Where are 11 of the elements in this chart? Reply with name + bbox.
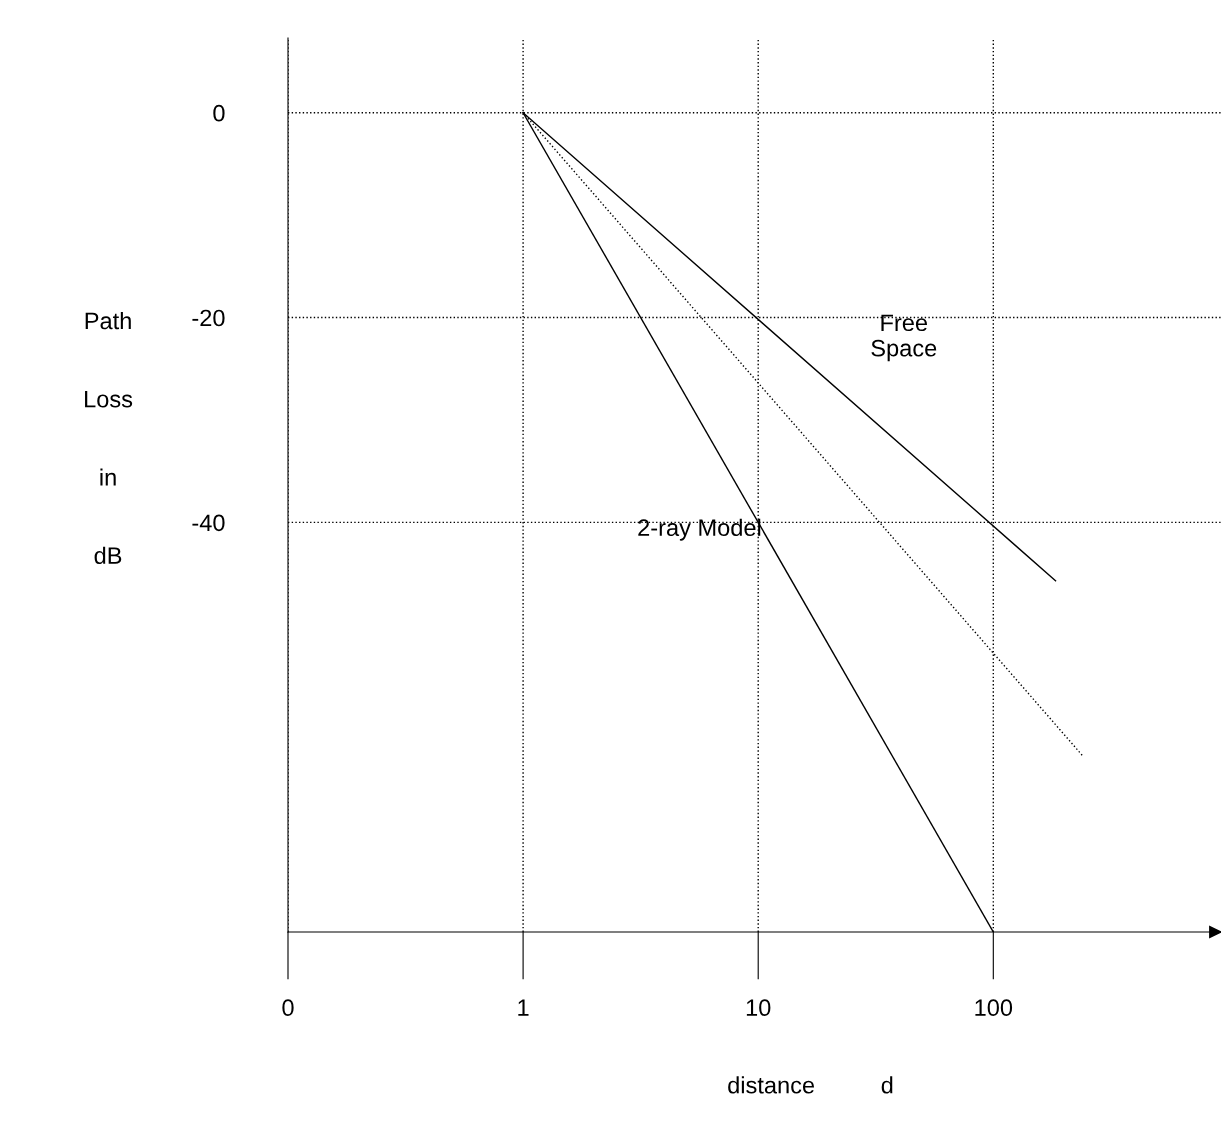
x-tick-label: 1 (518, 999, 529, 1016)
x-axis-title: distance d (728, 1076, 893, 1094)
x-tick-label: 100 (975, 999, 1013, 1017)
text: Path Loss in dB (85, 311, 133, 564)
y-tick-label: -20 (192, 309, 225, 327)
x-tick-label: 0 (282, 999, 294, 1017)
x-tick-label: 10 (746, 999, 771, 1017)
series-label: Free Space (871, 314, 937, 362)
y-tick-label: -40 (192, 514, 225, 532)
y-tick-label: 0 (213, 104, 225, 122)
series-label: 2-ray Model (638, 518, 761, 541)
